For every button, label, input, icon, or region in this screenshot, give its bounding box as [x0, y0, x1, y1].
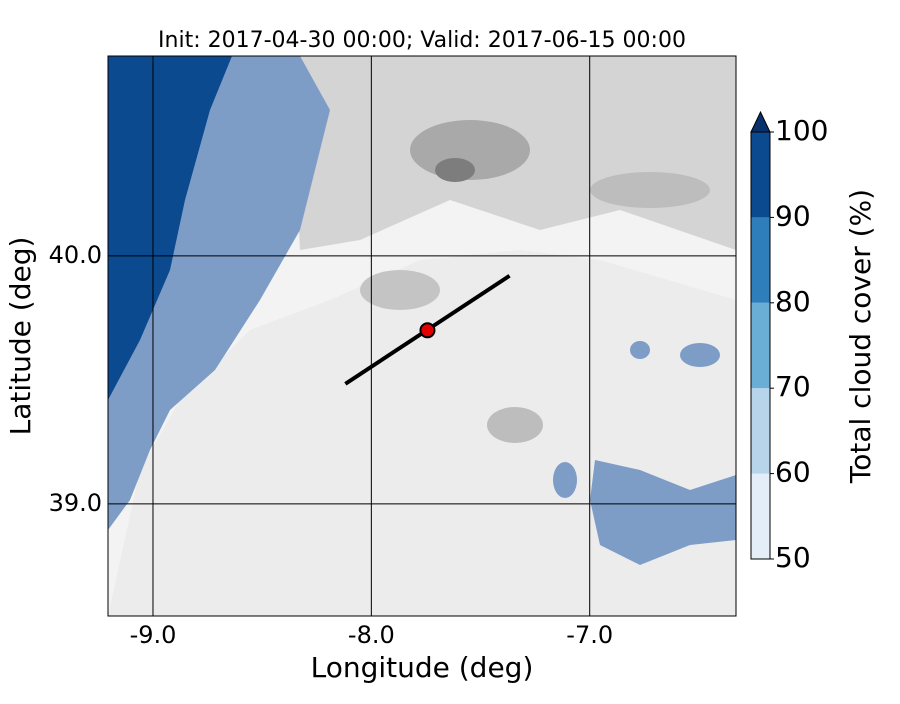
x-tick-label: -8.0: [348, 621, 395, 649]
y-axis-label: Latitude (deg): [4, 237, 37, 436]
colorbar-segment: [751, 388, 770, 474]
colorbar-label: Total cloud cover (%): [844, 189, 877, 484]
colorbar-segment: [751, 217, 770, 303]
colorbar-segment: [751, 132, 770, 218]
colorbar-extend: [750, 110, 771, 133]
colorbar-tick-label: 60: [775, 456, 811, 489]
colorbar-tick-label: 80: [775, 285, 811, 318]
x-tick-label: -7.0: [566, 621, 613, 649]
colorbar-tick-label: 50: [775, 541, 811, 574]
colorbar-tick-label: 90: [775, 199, 811, 232]
location-point: [419, 322, 436, 339]
map-title: Init: 2017-04-30 00:00; Valid: 2017-06-1…: [158, 28, 686, 53]
colorbar-segment: [751, 473, 770, 559]
map-background: [108, 56, 736, 616]
x-axis-label: Longitude (deg): [311, 651, 534, 684]
y-tick-label: 40.0: [49, 241, 102, 269]
colorbar-segment: [751, 302, 770, 389]
colorbar-frame: [750, 131, 771, 560]
map-frame: [107, 55, 737, 617]
colorbar-tick-label: 100: [775, 114, 828, 147]
y-tick-label: 39.0: [49, 489, 102, 517]
x-tick-label: -9.0: [130, 621, 177, 649]
colorbar-tick-label: 70: [775, 370, 811, 403]
